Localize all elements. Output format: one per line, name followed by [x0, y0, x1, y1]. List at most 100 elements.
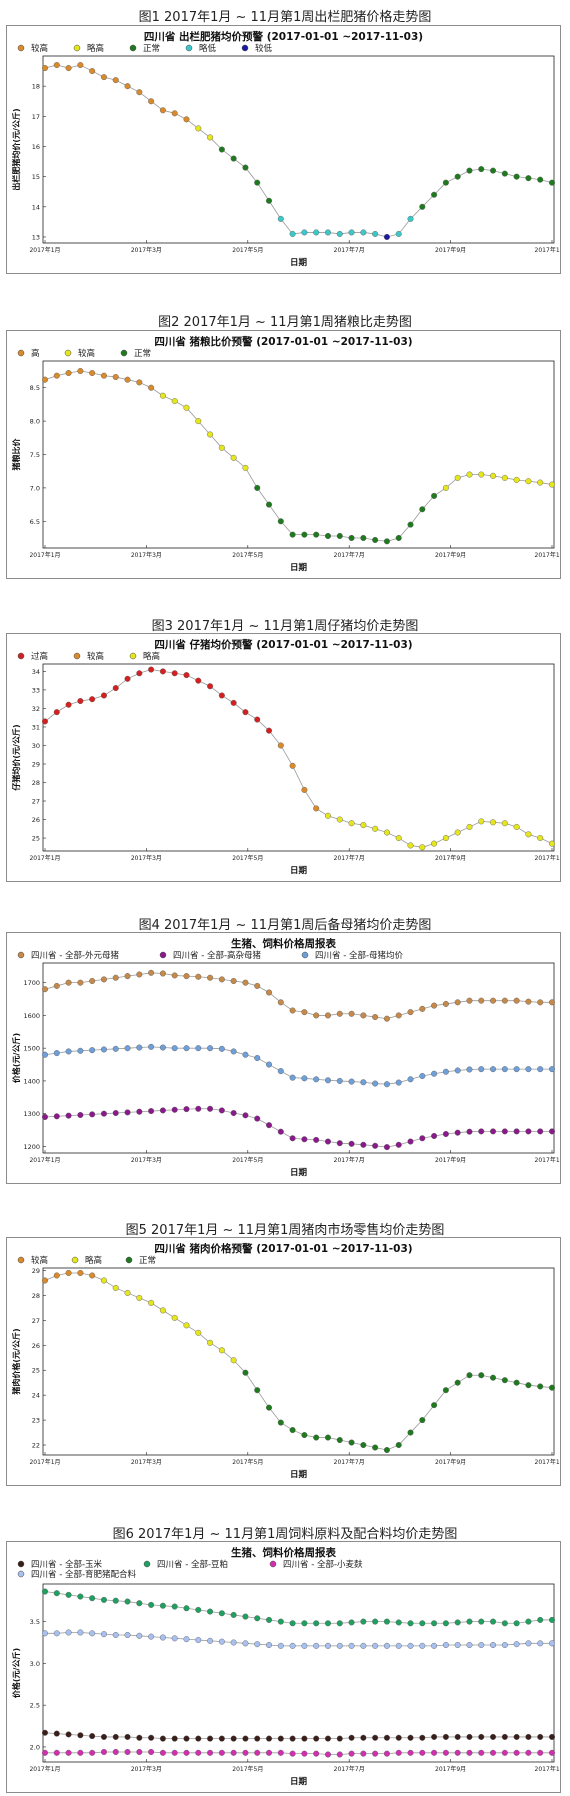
data-point [112, 1631, 119, 1638]
data-point [442, 835, 449, 842]
data-point [313, 1012, 320, 1019]
data-point [183, 1749, 190, 1756]
y-tick-label: 13 [32, 233, 40, 241]
data-point [100, 1596, 107, 1603]
legend-label: 高 [31, 348, 40, 359]
chart-5-frame: 四川省 猪肉价格预警 (2017-01-01 ~2017-11-03) 较高 略高 正… [6, 1237, 569, 1486]
data-point [42, 1749, 49, 1756]
data-point [242, 1613, 249, 1620]
data-point [549, 1128, 556, 1135]
data-point [230, 1357, 237, 1364]
legend-marker [73, 44, 81, 52]
data-point [395, 1442, 402, 1449]
data-point [65, 1749, 72, 1756]
data-point [218, 1347, 225, 1354]
data-point [183, 1106, 190, 1113]
data-point [501, 474, 508, 481]
x-tick-label: 2017年1月 [29, 246, 60, 254]
data-point [266, 727, 273, 734]
data-point [549, 1066, 556, 1073]
data-point [537, 1749, 544, 1756]
data-point [478, 471, 485, 478]
legend-label: 略高 [85, 1255, 102, 1266]
data-point [124, 1289, 131, 1296]
data-point [431, 1642, 438, 1649]
data-point [112, 1597, 119, 1604]
data-point [89, 1111, 96, 1118]
data-point [136, 1044, 143, 1051]
data-point [242, 979, 249, 986]
data-point [372, 1080, 379, 1087]
data-point [242, 1369, 249, 1376]
data-point [466, 1372, 473, 1379]
legend-marker [129, 652, 137, 660]
data-point [301, 786, 308, 793]
legend-label: 正常 [143, 43, 160, 54]
data-point [313, 1735, 320, 1742]
data-point [383, 1750, 390, 1757]
data-point [313, 1642, 320, 1649]
data-point [159, 668, 166, 675]
data-point [442, 1130, 449, 1137]
data-point [124, 376, 131, 383]
data-point [513, 476, 520, 483]
data-point [431, 1733, 438, 1740]
data-point [525, 478, 532, 485]
data-point [431, 1749, 438, 1756]
chart-title: 四川省 猪粮比价预警 (2017-01-01 ~2017-11-03) [154, 335, 412, 348]
data-point [537, 1383, 544, 1390]
data-point [395, 1642, 402, 1649]
data-point [254, 1749, 261, 1756]
data-point [53, 372, 60, 379]
data-point [207, 431, 214, 438]
data-point [348, 1439, 355, 1446]
data-point [242, 1112, 249, 1119]
data-point [171, 1603, 178, 1610]
data-point [442, 1620, 449, 1627]
data-point [395, 835, 402, 842]
data-point [77, 1269, 84, 1276]
data-point [478, 1733, 485, 1740]
y-axis-label: 猪粮比价 [11, 438, 21, 472]
data-point [277, 518, 284, 525]
data-point [242, 1640, 249, 1647]
data-point [419, 506, 426, 513]
data-point [53, 982, 60, 989]
data-point [383, 1734, 390, 1741]
data-point [525, 1733, 532, 1740]
legend-marker [17, 1570, 25, 1578]
data-point [442, 1000, 449, 1007]
data-point [324, 532, 331, 539]
series-line [44, 1272, 553, 1451]
data-point [230, 454, 237, 461]
legend-label: 较高 [31, 43, 48, 54]
data-point [183, 1735, 190, 1742]
plot-area [42, 1583, 555, 1763]
data-point [171, 1635, 178, 1642]
data-point [266, 1735, 273, 1742]
data-point [419, 1417, 426, 1424]
data-point [513, 1066, 520, 1073]
data-point [242, 1749, 249, 1756]
data-point [407, 215, 414, 222]
data-point [360, 229, 367, 236]
y-tick-label: 3.0 [30, 1660, 40, 1668]
data-point [466, 471, 473, 478]
legend-marker [17, 44, 25, 52]
data-point [89, 696, 96, 703]
data-point [431, 191, 438, 198]
x-axis-label: 日期 [290, 257, 308, 268]
data-point [195, 1045, 202, 1052]
data-point [242, 1735, 249, 1742]
data-point [100, 1631, 107, 1638]
x-tick-label: 2017年11月 [535, 1458, 560, 1466]
data-point [148, 1601, 155, 1608]
chart-3-frame: 四川省 仔猪均价预警 (2017-01-01 ~2017-11-03) 过高 较高 略… [6, 633, 569, 882]
data-point [183, 1322, 190, 1329]
series-line [45, 1632, 552, 1647]
data-point [490, 1128, 497, 1135]
data-point [478, 1066, 485, 1073]
data-point [454, 829, 461, 836]
data-point [195, 1735, 202, 1742]
x-tick-label: 2017年1月 [29, 1458, 60, 1466]
